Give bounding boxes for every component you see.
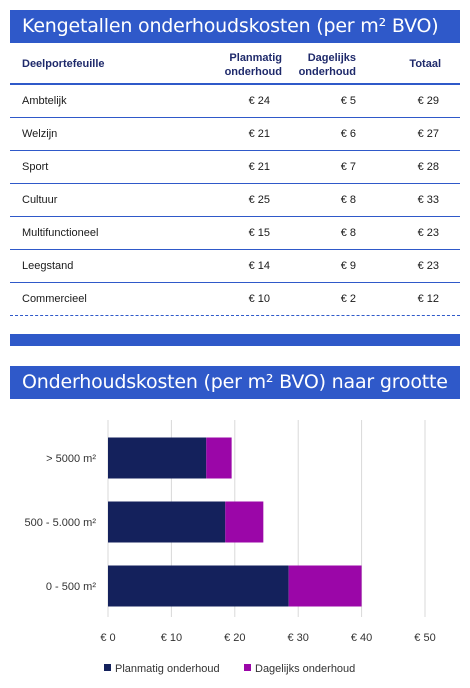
cell-planmatig: € 14 (248, 260, 270, 272)
bar-planmatig (108, 501, 226, 543)
cell-dagelijks: € 9 (340, 260, 356, 272)
cell-totaal: € 28 (417, 161, 439, 173)
cell-dagelijks: € 2 (340, 293, 356, 305)
bar-dagelijks (288, 565, 362, 607)
chart-title: Onderhoudskosten (per m² BVO) naar groot… (10, 366, 460, 399)
cell-planmatig: € 10 (248, 293, 270, 305)
cell-planmatig: € 21 (248, 128, 270, 140)
x-tick-label: € 0 (100, 632, 115, 644)
table-row: Multifunctioneel € 15 € 8 € 23 (10, 217, 460, 250)
legend-label: Planmatig onderhoud (115, 663, 220, 675)
cell-dagelijks: € 8 (340, 194, 356, 206)
y-category-label: 500 - 5.000 m² (24, 517, 96, 529)
bar-planmatig (108, 437, 207, 479)
cell-totaal: € 27 (417, 128, 439, 140)
cell-totaal: € 23 (417, 260, 439, 272)
header-dagelijks: Dagelijks onderhoud (299, 51, 356, 79)
cell-planmatig: € 15 (248, 227, 270, 239)
table-row: Cultuur € 25 € 8 € 33 (10, 184, 460, 217)
x-tick-label: € 40 (351, 632, 372, 644)
cell-name: Cultuur (22, 194, 58, 206)
legend-label: Dagelijks onderhoud (255, 663, 355, 675)
cell-planmatig: € 25 (248, 194, 270, 206)
bar-planmatig (108, 565, 289, 607)
cell-dagelijks: € 5 (340, 95, 356, 107)
x-tick-label: € 20 (224, 632, 245, 644)
cell-totaal: € 12 (417, 293, 439, 305)
table-row: Commercieel € 10 € 2 € 12 (10, 283, 460, 316)
cell-name: Sport (22, 161, 49, 173)
cell-totaal: € 33 (417, 194, 439, 206)
cell-name: Ambtelijk (22, 95, 67, 107)
cell-dagelijks: € 6 (340, 128, 356, 140)
x-tick-label: € 50 (414, 632, 435, 644)
legend-swatch (244, 664, 251, 671)
header-planmatig-line1: Planmatig (229, 52, 282, 64)
header-deelportefeuille: Deelportefeuille (22, 58, 105, 70)
cell-planmatig: € 21 (248, 161, 270, 173)
table-title: Kengetallen onderhoudskosten (per m² BVO… (10, 10, 460, 43)
header-dagelijks-line1: Dagelijks (307, 52, 356, 64)
x-tick-label: € 10 (161, 632, 182, 644)
cell-totaal: € 23 (417, 227, 439, 239)
header-totaal: Totaal (409, 58, 441, 70)
divider-bar (10, 334, 460, 346)
cell-name: Welzijn (22, 128, 58, 140)
bar-dagelijks (206, 437, 232, 479)
header-planmatig-line2: onderhoud (224, 66, 282, 78)
cell-totaal: € 29 (417, 95, 439, 107)
table-row: Leegstand € 14 € 9 € 23 (10, 250, 460, 283)
cell-name: Leegstand (22, 260, 74, 272)
bar-dagelijks (225, 501, 264, 543)
legend-swatch (104, 664, 111, 671)
table-row: Sport € 21 € 7 € 28 (10, 151, 460, 184)
y-category-label: > 5000 m² (46, 453, 96, 465)
header-dagelijks-line2: onderhoud (298, 66, 356, 78)
table-row: Ambtelijk € 24 € 5 € 29 (10, 85, 460, 118)
cell-planmatig: € 24 (248, 95, 270, 107)
table-header: Deelportefeuille Planmatig onderhoud Dag… (10, 43, 460, 85)
cell-dagelijks: € 7 (340, 161, 356, 173)
header-planmatig: Planmatig onderhoud (225, 51, 282, 79)
table-body: Ambtelijk € 24 € 5 € 29 Welzijn € 21 € 6 € 27 Sp… (10, 85, 460, 316)
y-category-label: 0 - 500 m² (46, 581, 96, 593)
cell-name: Multifunctioneel (22, 227, 99, 239)
kpi-table: Deelportefeuille Planmatig onderhoud Dag… (10, 43, 460, 316)
stacked-bar-chart: € 0 € 10 € 20 € 30 € 40 € 50 > 5000 m² 500 - 5.… (24, 420, 436, 675)
cell-name: Commercieel (22, 293, 87, 305)
cell-dagelijks: € 8 (340, 227, 356, 239)
table-row: Welzijn € 21 € 6 € 27 (10, 118, 460, 151)
x-tick-label: € 30 (287, 632, 308, 644)
